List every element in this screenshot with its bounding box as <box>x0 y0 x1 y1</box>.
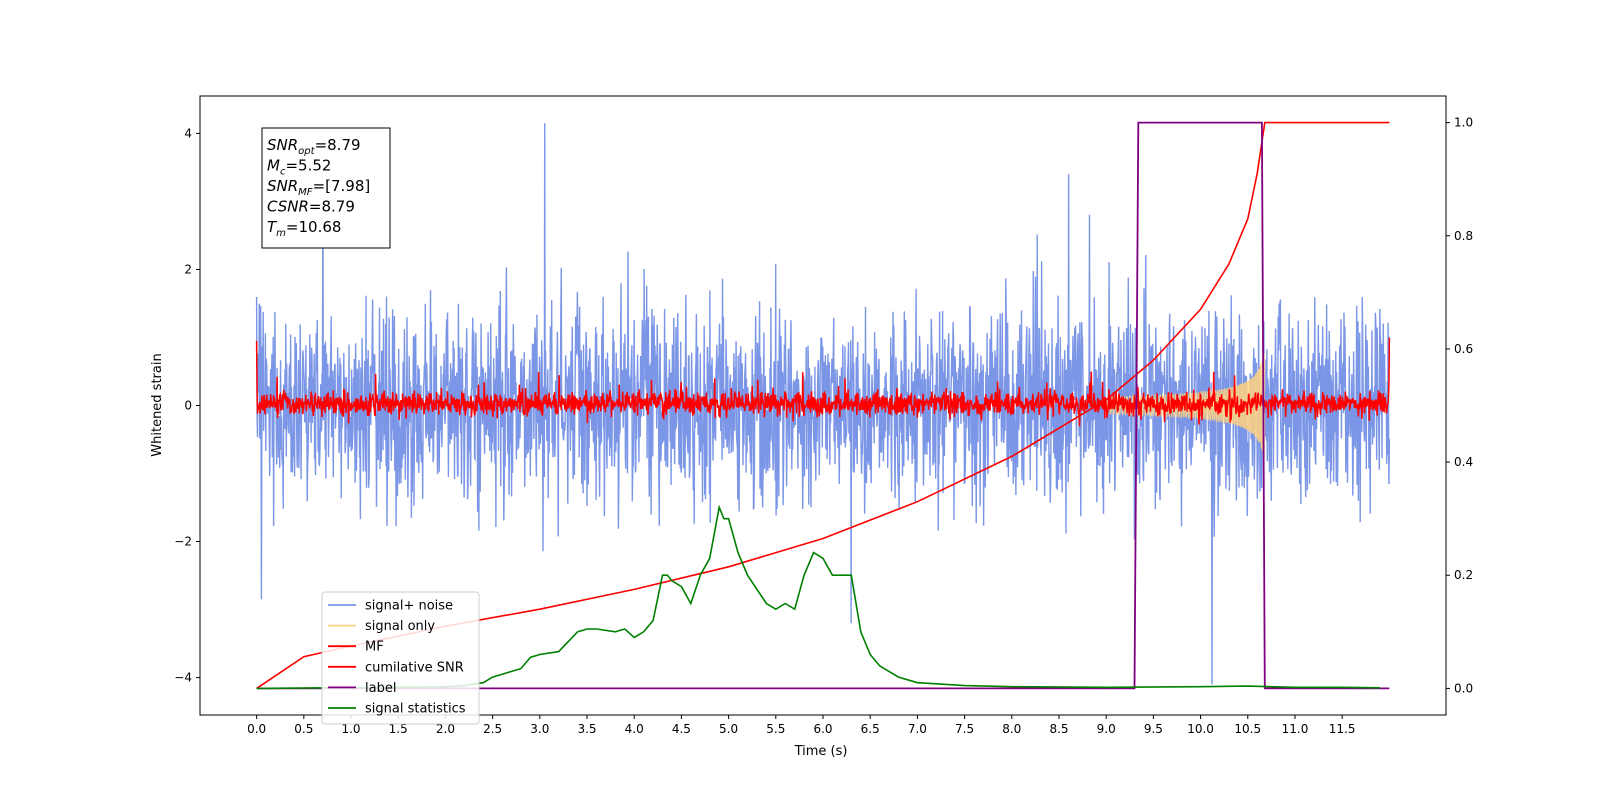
x-tick-label: 7.5 <box>955 722 974 736</box>
x-tick-label: 10.0 <box>1187 722 1214 736</box>
annotation-frame <box>261 127 391 249</box>
x-axis-label: Time (s) <box>794 744 848 759</box>
y-right-tick-label: 0.6 <box>1454 342 1473 356</box>
x-tick-label: 4.5 <box>672 722 691 736</box>
x-tick-label: 5.0 <box>719 722 738 736</box>
y-right-tick-label: 0.8 <box>1454 229 1473 243</box>
x-tick-label: 2.0 <box>436 722 455 736</box>
legend-frame <box>321 591 480 725</box>
y-axis-left: 4 2 0 −2 −4 <box>174 126 200 685</box>
y-left-tick-label: 2 <box>184 262 192 276</box>
x-tick-label: 3.0 <box>530 722 549 736</box>
annotation-line: Mc=5.52 <box>267 157 331 178</box>
series-label <box>256 121 1390 690</box>
x-tick-label: 10.5 <box>1234 722 1261 736</box>
x-axis: 0.0 0.5 1.0 1.5 2.0 2.5 3.0 3.5 4.0 4.5 5.0 5.5 6.0 6… <box>247 715 1356 736</box>
x-tick-label: 11.0 <box>1282 722 1309 736</box>
annotation-line: SNRMF=[7.98] <box>267 177 370 198</box>
y-right-tick-label: 0.4 <box>1454 455 1473 469</box>
x-tick-label: 9.0 <box>1097 722 1116 736</box>
legend-label: signal only <box>365 619 435 634</box>
x-tick-label: 11.5 <box>1329 722 1356 736</box>
annotation-line: Tm=10.68 <box>267 218 341 239</box>
x-tick-label: 7.0 <box>908 722 927 736</box>
x-tick-label: 3.5 <box>577 722 596 736</box>
legend-label: signal statistics <box>365 702 466 717</box>
y-right-tick-label: 0.0 <box>1454 681 1473 695</box>
x-tick-label: 1.0 <box>341 722 360 736</box>
annotation-line: CSNR=8.79 <box>267 198 355 216</box>
y-left-tick-label: 0 <box>184 399 192 413</box>
y-axis-right: 1.0 0.8 0.6 0.4 0.2 0.0 <box>1446 116 1473 695</box>
legend-label: label <box>365 681 396 696</box>
y-axis-label: Whitened strain <box>150 353 165 456</box>
legend: signal+ noise signal only MF cumilative SNR… <box>321 591 480 725</box>
x-tick-label: 8.5 <box>1049 722 1068 736</box>
legend-label: MF <box>365 640 384 655</box>
series-mf <box>255 337 1391 427</box>
series-signal-statistics <box>256 504 1380 690</box>
legend-label: cumilative SNR <box>365 660 464 675</box>
x-tick-label: 4.0 <box>625 722 644 736</box>
x-tick-label: 5.5 <box>766 722 785 736</box>
y-left-tick-label: −2 <box>174 535 192 549</box>
y-right-tick-label: 0.2 <box>1454 568 1473 582</box>
x-tick-label: 1.5 <box>389 722 408 736</box>
annotation-line: SNRopt=8.79 <box>267 136 361 157</box>
x-tick-label: 9.5 <box>1144 722 1163 736</box>
x-tick-label: 0.0 <box>247 722 266 736</box>
x-tick-label: 0.5 <box>294 722 313 736</box>
x-tick-label: 8.0 <box>1002 722 1021 736</box>
y-left-tick-label: 4 <box>184 126 192 140</box>
y-left-tick-label: −4 <box>174 671 192 685</box>
x-tick-label: 2.5 <box>483 722 502 736</box>
x-tick-label: 6.5 <box>861 722 880 736</box>
legend-label: signal+ noise <box>365 599 453 614</box>
x-tick-label: 6.0 <box>813 722 832 736</box>
y-right-tick-label: 1.0 <box>1454 116 1473 130</box>
